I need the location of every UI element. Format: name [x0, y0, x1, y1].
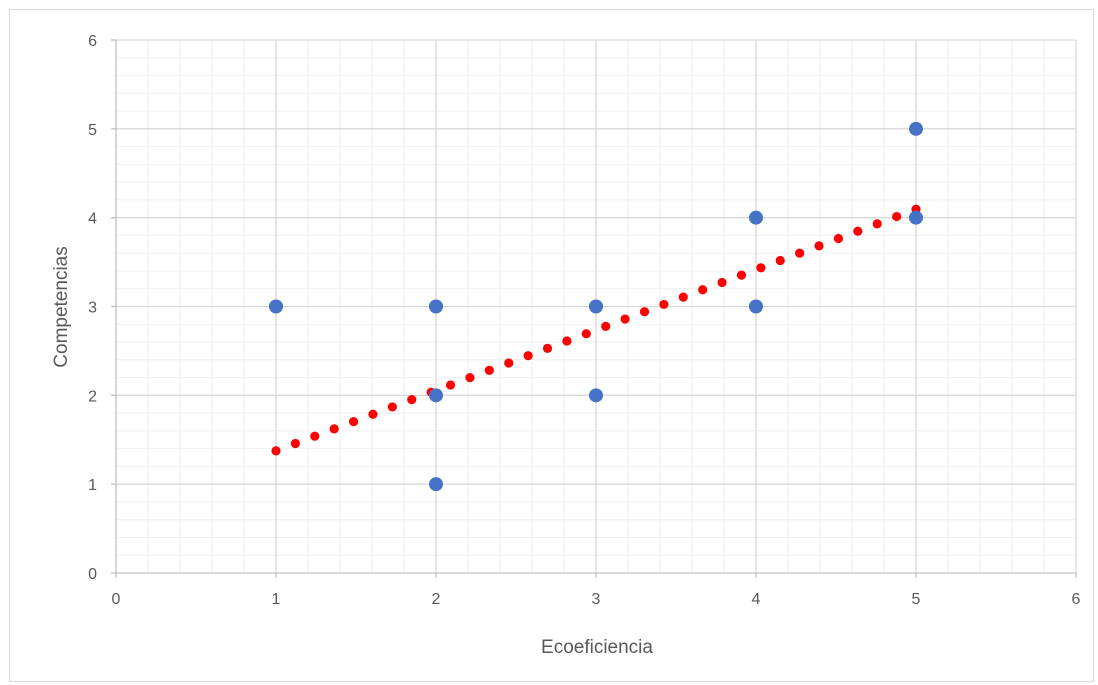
trendline-dot	[368, 410, 377, 419]
data-point	[749, 300, 763, 314]
data-point	[909, 122, 923, 136]
y-tick-label: 5	[88, 122, 97, 139]
data-point	[429, 477, 443, 491]
y-axis-title: Competencias	[51, 246, 72, 367]
x-tick-label: 4	[752, 591, 761, 608]
trendline-dot	[601, 322, 610, 331]
x-tick-label: 5	[912, 591, 921, 608]
trendline-dot	[291, 439, 300, 448]
x-tick-label: 6	[1072, 591, 1081, 608]
data-point	[269, 300, 283, 314]
x-tick-label: 1	[272, 591, 281, 608]
data-point	[589, 300, 603, 314]
x-tick-label: 2	[432, 591, 441, 608]
trendline-dot	[485, 366, 494, 375]
trendline-dot	[310, 432, 319, 441]
data-point	[589, 388, 603, 402]
trendline-dot	[582, 329, 591, 338]
trendline-dot	[330, 424, 339, 433]
trendline-dot	[659, 300, 668, 309]
trendline-dot	[543, 344, 552, 353]
x-tick-label: 0	[112, 591, 121, 608]
trendline-dot	[717, 278, 726, 287]
trendline-dot	[892, 212, 901, 221]
trendline-dot	[795, 249, 804, 258]
trendline-dot	[524, 351, 533, 360]
trendline-dot	[853, 227, 862, 236]
y-tick-label: 6	[88, 33, 97, 50]
y-tick-label: 2	[88, 388, 97, 405]
trendline-dot	[446, 380, 455, 389]
data-point	[429, 388, 443, 402]
x-axis-title: Ecoeficiencia	[541, 637, 653, 658]
y-tick-label: 0	[88, 566, 97, 583]
trendline-dot	[388, 402, 397, 411]
data-point	[909, 211, 923, 225]
trendline-dot	[814, 241, 823, 250]
trendline-dot	[562, 336, 571, 345]
x-axis-ticks: 0 1 2 3 4 5 6	[112, 573, 1081, 608]
y-tick-label: 4	[88, 211, 97, 228]
trendline-dot	[698, 285, 707, 294]
trendline-dot	[873, 219, 882, 228]
trendline-dot	[776, 256, 785, 265]
trendline-dot	[679, 292, 688, 301]
trendline-dot	[620, 314, 629, 323]
trendline-dot	[271, 446, 280, 455]
y-tick-label: 3	[88, 300, 97, 317]
x-tick-label: 3	[592, 591, 601, 608]
data-point	[749, 211, 763, 225]
trendline-dot	[737, 271, 746, 280]
y-axis-ticks: 0 1 2 3 4 5 6	[88, 33, 116, 583]
trendline-dot	[407, 395, 416, 404]
trendline-dot	[465, 373, 474, 382]
trendline-dot	[756, 263, 765, 272]
trendline-dot	[504, 358, 513, 367]
trendline-dot	[834, 234, 843, 243]
data-point	[429, 300, 443, 314]
y-tick-label: 1	[88, 477, 97, 494]
trendline-dot	[349, 417, 358, 426]
trendline-dot	[640, 307, 649, 316]
